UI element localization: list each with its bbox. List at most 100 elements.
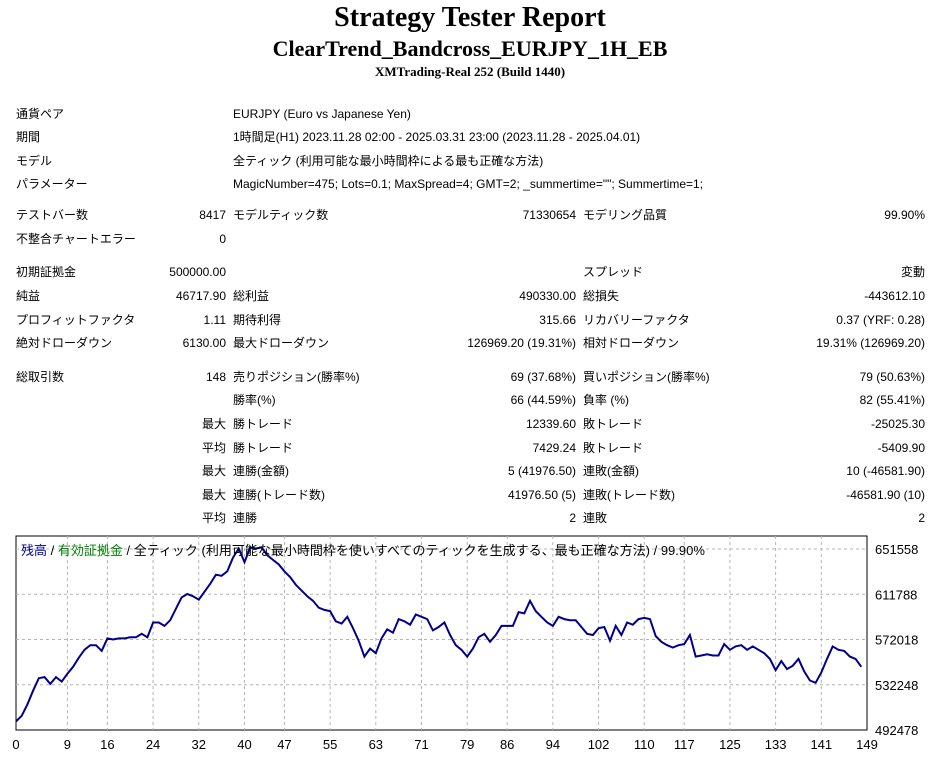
stat-label-gross-profit: 総利益 (233, 289, 270, 303)
x-tick-label: 40 (237, 737, 251, 752)
stat-label-model-ticks: モデルティック数 (233, 208, 329, 222)
stat-label-total-trades: 総取引数 (16, 370, 65, 384)
stat-label-max-dd: 最大ドローダウン (233, 336, 330, 350)
stat-prefix-avg-1: 平均 (201, 441, 226, 455)
stat-label-avg-cons-losses: 連敗 (583, 511, 608, 525)
stat-label-mismatch: 不整合チャートエラー (16, 232, 136, 246)
stat-label-cons-loss: 連敗(トレード数) (583, 488, 675, 502)
stat-prefix-max-2: 最大 (201, 464, 226, 478)
stat-value-cons-loss: -46581.90 (10) (846, 488, 925, 502)
x-tick-label: 149 (856, 737, 878, 752)
stat-value-net-profit: 46717.90 (175, 289, 226, 303)
stat-label-avg-cons-wins: 連勝 (233, 511, 258, 525)
x-tick-label: 24 (146, 737, 160, 752)
balance-line (15, 546, 863, 723)
info-value-model: 全ティック (利用可能な最小時間枠による最も正確な方法) (233, 154, 544, 168)
stat-label-net-profit: 純益 (16, 289, 41, 303)
stat-label-model-quality: モデリング品質 (583, 208, 668, 222)
stat-value-winrate: 66 (44.59%) (510, 393, 576, 407)
stat-value-initial-deposit: 500000.00 (169, 265, 226, 279)
x-tick-label: 110 (634, 737, 655, 752)
stat-label-largest-win: 勝トレード (233, 417, 294, 431)
balance-chart: 492478 532248 572018 611788 651558 0 9 16 24 32 4… (12, 535, 918, 752)
x-tick-label: 9 (64, 737, 71, 752)
stat-label-gross-loss: 総損失 (583, 289, 620, 303)
stat-label-avg-win: 勝トレード (233, 441, 294, 455)
legend-sep: / (47, 543, 58, 558)
x-tick-label: 133 (765, 737, 787, 752)
stat-label-test-bars: テストバー数 (16, 208, 89, 222)
stat-prefix-max-1: 最大 (201, 417, 226, 431)
stat-value-recovery-factor: 0.37 (YRF: 0.28) (836, 313, 925, 327)
x-tick-label: 79 (460, 737, 474, 752)
stat-value-cons-wins: 5 (41976.50) (507, 464, 576, 478)
info-value-symbol: EURJPY (Euro vs Japanese Yen) (233, 107, 411, 121)
stat-label-profit-factor: プロフィットファクタ (16, 313, 136, 327)
info-label-symbol: 通貨ペア (16, 107, 65, 121)
stat-value-rel-dd: 19.31% (126969.20) (816, 336, 925, 350)
stat-value-mismatch: 0 (219, 232, 226, 246)
stat-label-lossrate: 負率 (%) (583, 393, 629, 407)
stat-value-lossrate: 82 (55.41%) (859, 393, 925, 407)
y-tick-label: 532248 (875, 678, 918, 693)
stat-label-expected-payoff: 期待利得 (233, 313, 282, 327)
stat-label-recovery-factor: リカバリーファクタ (583, 313, 690, 327)
stat-label-short: 売りポジション(勝率%) (233, 370, 360, 384)
stat-prefix-avg-2: 平均 (201, 511, 226, 525)
info-value-period: 1時間足(H1) 2023.11.28 02:00 - 2025.03.31 2… (233, 130, 641, 144)
stat-value-gross-loss: -443612.10 (864, 289, 925, 303)
plot-frame (15, 535, 868, 731)
stat-label-largest-loss: 敗トレード (583, 417, 644, 431)
stat-value-test-bars: 8417 (199, 208, 226, 222)
y-tick-label: 611788 (875, 587, 917, 602)
stat-label-winrate: 勝率(%) (233, 393, 276, 407)
grid (16, 536, 867, 730)
stat-value-avg-cons-wins: 2 (569, 511, 576, 525)
x-tick-label: 86 (500, 737, 514, 752)
stat-value-spread: 変動 (900, 265, 925, 279)
x-tick-label: 117 (674, 737, 695, 752)
report-title: Strategy Tester Report (334, 2, 606, 33)
y-tick-label: 492478 (875, 723, 918, 738)
stat-label-avg-loss: 敗トレード (583, 441, 644, 455)
stat-label-cons-losses: 連敗(金額) (583, 464, 639, 478)
legend-equity: 有効証拠金 (57, 543, 123, 558)
stat-label-initial-deposit: 初期証拠金 (16, 265, 77, 279)
stat-value-largest-loss: -25025.30 (870, 417, 925, 431)
stat-value-cons-losses: 10 (-46581.90) (846, 464, 925, 478)
stat-value-long: 79 (50.63%) (859, 370, 925, 384)
info-label-period: 期間 (16, 130, 41, 144)
x-tick-label: 141 (810, 737, 832, 752)
chart-legend: 残高 / 有効証拠金 / 全ティック (利用可能な最小時間枠を使いすべてのティッ… (21, 540, 705, 559)
y-tick-label: 572018 (875, 633, 918, 648)
stat-value-avg-win: 7429.24 (532, 441, 576, 455)
stat-value-short: 69 (37.68%) (510, 370, 576, 384)
stat-value-total-trades: 148 (205, 370, 226, 384)
y-tick-labels: 492478 532248 572018 611788 651558 (875, 542, 918, 738)
stat-value-avg-loss: -5409.90 (877, 441, 925, 455)
stat-label-spread: スプレッド (583, 265, 644, 279)
info-value-params: MagicNumber=475; Lots=0.1; MaxSpread=4; … (233, 177, 704, 191)
stat-value-model-quality: 99.90% (884, 208, 925, 222)
stat-value-model-ticks: 71330654 (522, 208, 576, 222)
x-tick-labels: 0 9 16 24 32 40 47 55 63 71 79 86 94 102 110 117 125 133 1… (12, 737, 877, 752)
x-tick-label: 102 (588, 737, 610, 752)
stat-value-abs-dd: 6130.00 (182, 336, 226, 350)
info-label-params: パラメーター (16, 177, 88, 191)
x-tick-label: 94 (546, 737, 560, 752)
y-tick-label: 651558 (875, 542, 918, 557)
info-label-model: モデル (16, 154, 53, 168)
x-tick-label: 63 (369, 737, 383, 752)
report-build: XMTrading-Real 252 (Build 1440) (374, 64, 566, 79)
stat-value-avg-cons-losses: 2 (918, 511, 925, 525)
stat-value-gross-profit: 490330.00 (519, 289, 576, 303)
stat-label-cons-wins: 連勝(金額) (233, 464, 289, 478)
stat-value-largest-win: 12339.60 (525, 417, 576, 431)
x-tick-label: 0 (12, 737, 19, 752)
stat-label-abs-dd: 絶対ドローダウン (16, 336, 113, 350)
x-tick-label: 47 (277, 737, 291, 752)
x-tick-label: 16 (100, 737, 114, 752)
stat-value-max-dd: 126969.20 (19.31%) (467, 336, 576, 350)
stat-label-rel-dd: 相対ドローダウン (583, 336, 680, 350)
stat-label-long: 買いポジション(勝率%) (583, 370, 710, 384)
